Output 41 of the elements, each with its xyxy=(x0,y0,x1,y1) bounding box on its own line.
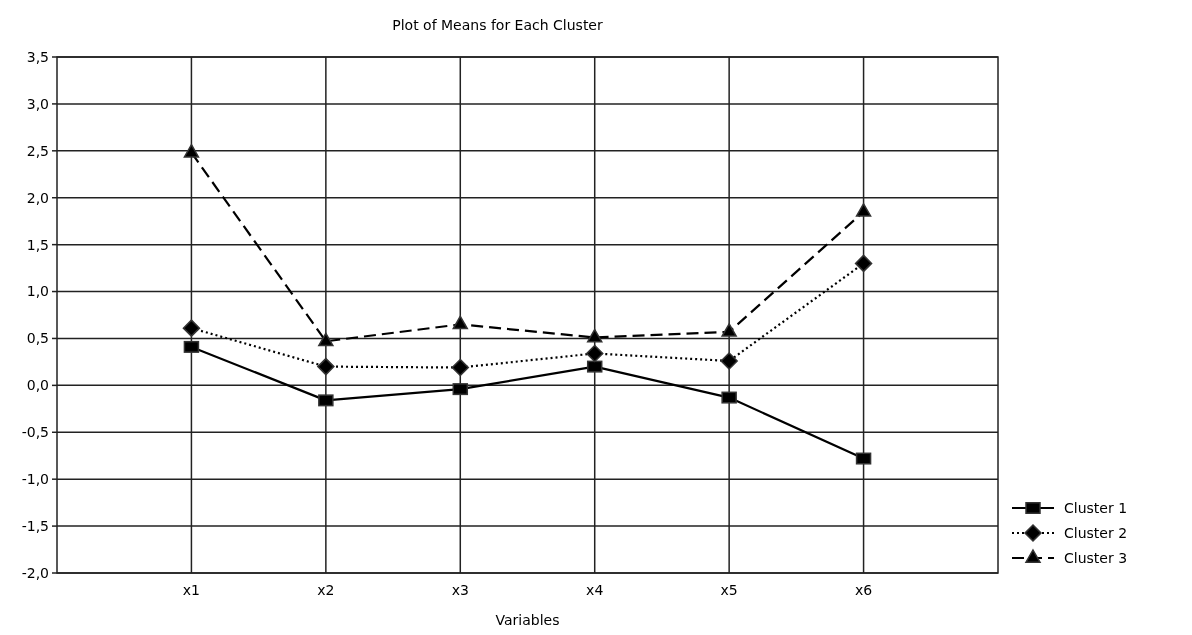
legend-label: Cluster 1 xyxy=(1064,499,1128,516)
chart-title: Plot of Means for Each Cluster xyxy=(392,17,603,33)
y-tick-label: 0,5 xyxy=(26,330,49,347)
point xyxy=(183,143,200,158)
x-axis-title: Variables xyxy=(495,612,560,628)
point xyxy=(721,323,737,337)
y-tick-label: -0,5 xyxy=(21,424,49,441)
point xyxy=(183,340,200,353)
point xyxy=(586,360,603,373)
point xyxy=(720,352,738,370)
y-tick-label: 0,0 xyxy=(26,377,49,394)
x-tick-label: x2 xyxy=(317,582,335,598)
point xyxy=(451,358,470,377)
x-tick-label: x1 xyxy=(182,582,201,598)
point xyxy=(317,357,335,376)
y-tick-label: 1,0 xyxy=(26,283,49,300)
point xyxy=(855,203,872,217)
y-tick-label: 1,5 xyxy=(26,236,49,253)
y-tick-label: 2,5 xyxy=(26,142,49,159)
point xyxy=(182,319,201,337)
point xyxy=(318,394,334,407)
y-tick-label: 3,0 xyxy=(26,95,49,112)
point xyxy=(721,391,737,404)
point xyxy=(585,344,604,363)
x-tick-label: x3 xyxy=(451,582,469,598)
y-tick-label: -1,0 xyxy=(21,471,49,488)
x-tick-label: x5 xyxy=(720,582,738,598)
y-tick-label: -2,0 xyxy=(21,564,49,581)
point xyxy=(586,328,603,343)
point xyxy=(318,332,334,347)
x-tick-label: x6 xyxy=(854,582,873,598)
point xyxy=(855,452,872,465)
legend-label: Cluster 2 xyxy=(1064,524,1128,541)
point xyxy=(452,315,469,330)
y-tick-label: 3,5 xyxy=(26,48,49,65)
x-tick-label: x4 xyxy=(586,582,604,598)
y-tick-label: -1,5 xyxy=(21,517,49,534)
legend-label: Cluster 3 xyxy=(1064,549,1128,566)
point xyxy=(452,383,469,396)
point xyxy=(854,254,873,273)
y-tick-label: 2,0 xyxy=(26,189,49,206)
